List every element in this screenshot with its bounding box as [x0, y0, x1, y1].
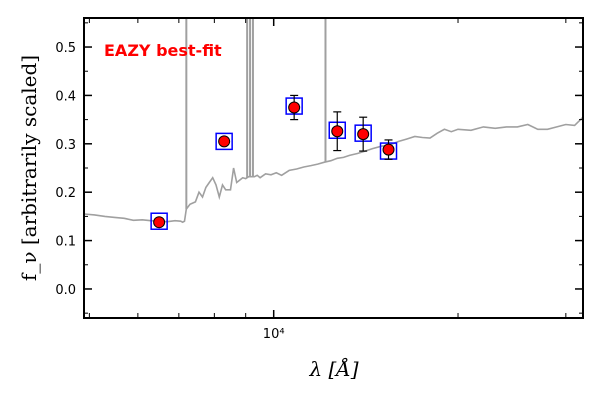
model-box-0	[150, 212, 168, 230]
annotation-text: EAZY best-fit	[104, 41, 222, 60]
template-spectrum	[83, 116, 584, 224]
data-point-4	[357, 128, 370, 141]
y-tick-label-5: 0.5	[55, 41, 76, 56]
data-point-0	[153, 216, 166, 229]
template-line	[83, 116, 584, 224]
y-tick-label-0: 0.0	[55, 283, 76, 298]
axis-ticks: 0.0 0.1 0.2 0.3 0.4 0.5 10⁴	[55, 18, 583, 342]
x-tick-label-0: 10⁴	[263, 327, 285, 342]
data-point-3	[331, 125, 344, 138]
y-tick-label-2: 0.2	[55, 186, 76, 201]
x-axis-label: λ [Å]	[308, 356, 358, 381]
y-tick-label-4: 0.4	[55, 89, 76, 104]
y-axis-label: f_ν [arbitrarily scaled]	[17, 55, 41, 281]
y-tick-label-1: 0.1	[55, 235, 76, 250]
emission-lines	[185, 18, 327, 210]
model-box-1	[215, 132, 233, 151]
plot-background	[84, 18, 583, 318]
plot-area	[84, 18, 583, 318]
y-tick-label-3: 0.3	[55, 138, 76, 153]
data-point-5	[382, 143, 395, 156]
data-point-2	[288, 101, 301, 114]
observed-points	[153, 94, 395, 229]
data-point-1	[218, 135, 231, 148]
